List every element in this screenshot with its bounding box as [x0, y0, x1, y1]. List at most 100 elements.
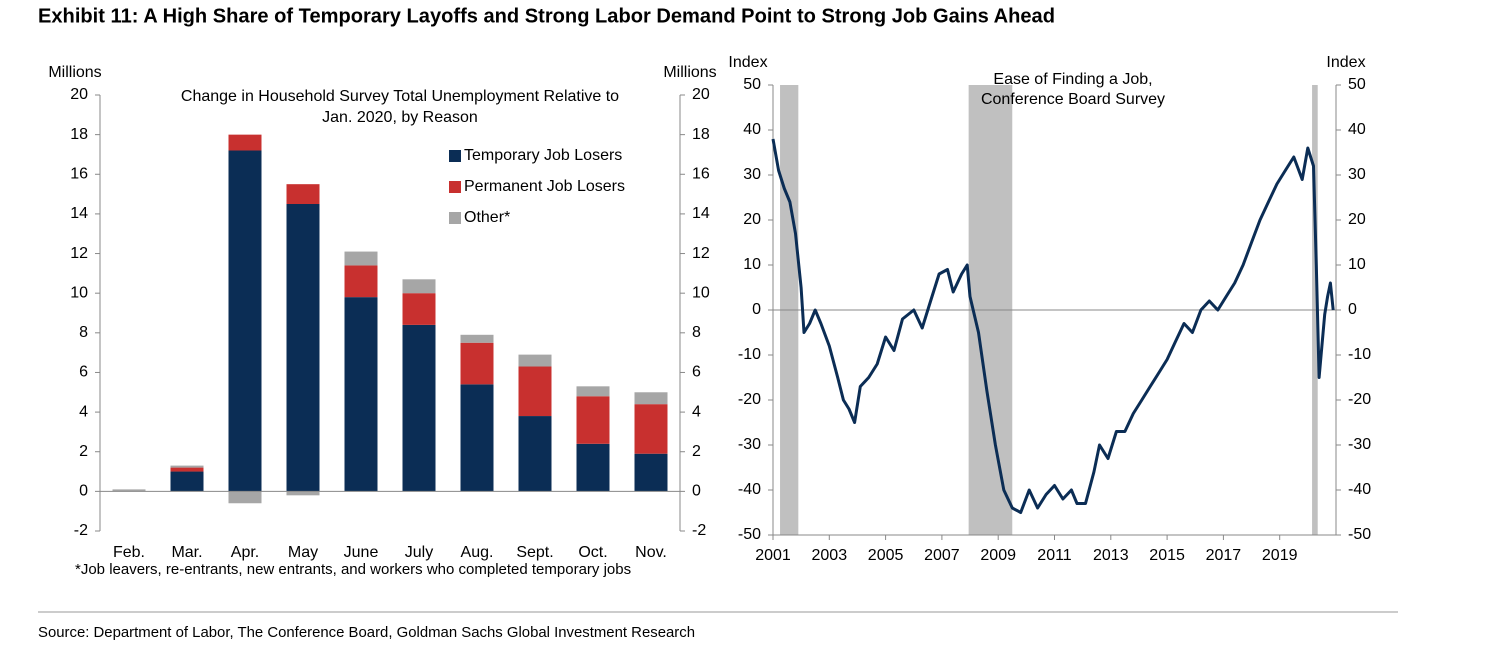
y-tick-label: -40 [738, 481, 761, 498]
bar-segment [576, 396, 610, 444]
y2-tick-label: 50 [1348, 76, 1366, 93]
legend-label: Other* [464, 209, 510, 226]
bar-segment [634, 404, 668, 454]
exhibit-title: Exhibit 11: A High Share of Temporary La… [38, 5, 1055, 27]
x-tick-label: Aug. [461, 544, 494, 561]
y-tick-label: -30 [738, 436, 761, 453]
bar-segment [344, 297, 378, 492]
y2-tick-label: 30 [1348, 166, 1366, 183]
y-tick-label: -10 [738, 346, 761, 363]
bar-segment [170, 471, 204, 492]
bar-segment [460, 334, 494, 343]
y2-tick-label: 2 [692, 443, 701, 460]
bar-segment [460, 384, 494, 492]
bar-segment [518, 354, 552, 367]
bar-segment [634, 453, 668, 492]
bar-segment [518, 366, 552, 417]
x-tick-label: Sept. [516, 544, 553, 561]
y2-tick-label: 20 [692, 86, 710, 103]
y-tick-label: 8 [79, 324, 88, 341]
y2-tick-label: -50 [1348, 526, 1371, 543]
y-tick-label: 2 [79, 443, 88, 460]
y-tick-label: 14 [70, 205, 88, 222]
x-tick-label: 2011 [1037, 547, 1072, 564]
y-tick-label: -20 [738, 391, 761, 408]
legend-label: Permanent Job Losers [464, 178, 625, 195]
y-axis-label: Index [728, 54, 767, 71]
x-tick-label: 2019 [1262, 547, 1298, 564]
bar-segment [286, 204, 320, 492]
bar-segment [576, 443, 610, 492]
bar-segment [576, 386, 610, 397]
bar-segment [402, 324, 436, 492]
y2-tick-label: 12 [692, 245, 710, 262]
y2-tick-label: 40 [1348, 121, 1366, 138]
x-tick-label: June [344, 544, 379, 561]
chart-title: Change in Household Survey Total Unemplo… [181, 88, 619, 105]
x-tick-label: 2013 [1093, 547, 1129, 564]
y-axis-label: Millions [48, 64, 101, 81]
bar-segment [228, 150, 262, 492]
y2-axis-label: Millions [663, 64, 716, 81]
bar-segment [518, 416, 552, 492]
y-tick-label: 40 [743, 121, 761, 138]
x-tick-label: Nov. [635, 544, 667, 561]
x-tick-label: Feb. [113, 544, 145, 561]
y-tick-label: 18 [70, 126, 88, 143]
bar-segment [460, 342, 494, 385]
y2-tick-label: -40 [1348, 481, 1371, 498]
footnote: *Job leavers, re-entrants, new entrants,… [75, 561, 631, 578]
index-line [771, 138, 1335, 514]
chart-title: Ease of Finding a Job, [993, 71, 1152, 88]
y-tick-label: -50 [738, 526, 761, 543]
x-tick-label: Oct. [578, 544, 607, 561]
legend-swatch [449, 150, 461, 162]
y2-tick-label: 6 [692, 364, 701, 381]
y-tick-label: -2 [74, 522, 88, 539]
bar-segment [170, 465, 204, 468]
bar-segment [286, 491, 320, 496]
bar-segment [344, 251, 378, 266]
y-tick-label: 16 [70, 165, 88, 182]
y-tick-label: 20 [70, 86, 88, 103]
bar-segment [170, 467, 204, 472]
y2-tick-label: 14 [692, 205, 710, 222]
y2-axis-label: Index [1326, 54, 1365, 71]
y2-tick-label: -2 [692, 522, 706, 539]
y-tick-label: 0 [79, 483, 88, 500]
x-tick-label: July [405, 544, 433, 561]
y-tick-label: 20 [743, 211, 761, 228]
y-tick-label: 6 [79, 364, 88, 381]
x-tick-label: 2005 [868, 547, 904, 564]
y2-tick-label: 0 [692, 483, 701, 500]
x-tick-label: 2001 [755, 547, 791, 564]
y2-tick-label: 8 [692, 324, 701, 341]
y-tick-label: 30 [743, 166, 761, 183]
x-tick-label: Mar. [171, 544, 202, 561]
y2-tick-label: 10 [692, 284, 710, 301]
y2-tick-label: 16 [692, 165, 710, 182]
x-tick-label: 2007 [924, 547, 960, 564]
x-tick-label: 2003 [812, 547, 848, 564]
source-note: Source: Department of Labor, The Confere… [38, 624, 695, 641]
y2-tick-label: 20 [1348, 211, 1366, 228]
y2-tick-label: -20 [1348, 391, 1371, 408]
bar-segment [228, 134, 262, 151]
y-tick-label: 50 [743, 76, 761, 93]
y2-tick-label: 10 [1348, 256, 1366, 273]
x-tick-label: Apr. [231, 544, 259, 561]
x-tick-label: 2017 [1206, 547, 1242, 564]
bar-segment [402, 279, 436, 294]
y-tick-label: 4 [79, 403, 88, 420]
y-tick-label: 10 [70, 284, 88, 301]
x-tick-label: 2015 [1149, 547, 1185, 564]
bar-segment [286, 184, 320, 204]
y-tick-label: 0 [752, 301, 761, 318]
bar-segment [112, 489, 146, 492]
y2-tick-label: 0 [1348, 301, 1357, 318]
y-tick-label: 10 [743, 256, 761, 273]
y-tick-label: 12 [70, 245, 88, 262]
legend-label: Temporary Job Losers [464, 147, 622, 164]
bar-segment [228, 491, 262, 504]
